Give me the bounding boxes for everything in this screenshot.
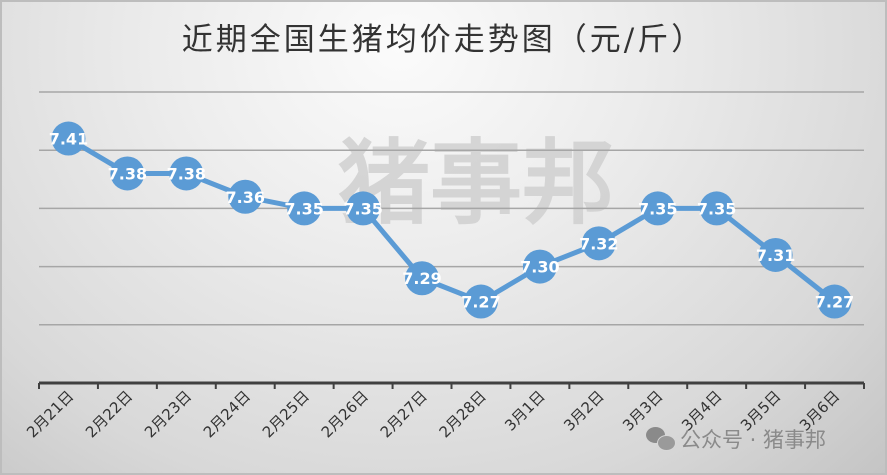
data-point: 7.29 — [402, 261, 442, 296]
marker-circle — [228, 179, 263, 214]
data-label: 7.36 — [226, 188, 265, 207]
data-point: 7.35 — [638, 191, 677, 226]
data-label: 7.35 — [638, 199, 677, 218]
data-point: 7.27 — [461, 284, 501, 319]
marker-circle — [287, 191, 322, 226]
x-tick-label: 2月23日 — [141, 387, 195, 441]
data-point: 7.35 — [284, 191, 324, 226]
data-label: 7.31 — [756, 246, 795, 265]
watermark: 猪事邦 — [338, 130, 614, 237]
chart-title: 近期全国生猪均价走势图（元/斤） — [181, 22, 706, 58]
data-point: 7.32 — [579, 226, 619, 261]
x-tick-label: 2月27日 — [377, 387, 431, 441]
x-tick-label: 2月28日 — [436, 387, 490, 441]
x-tick-label: 2月25日 — [259, 387, 313, 441]
footer-attribution: 公众号 · 猪事邦 — [646, 424, 826, 454]
data-label: 7.32 — [579, 234, 618, 253]
data-label: 7.30 — [520, 258, 559, 277]
data-point: 7.38 — [167, 156, 206, 191]
marker-circle — [169, 156, 204, 191]
marker-circle — [640, 191, 675, 226]
x-tick-label: 3月2日 — [560, 387, 607, 434]
data-point: 7.36 — [226, 179, 265, 214]
marker-circle — [699, 191, 734, 226]
x-tick-label: 2月24日 — [200, 387, 254, 441]
marker-circle — [346, 191, 381, 226]
data-point: 7.41 — [49, 121, 88, 156]
data-label: 7.35 — [697, 199, 736, 218]
data-label: 7.27 — [461, 293, 500, 312]
data-label: 7.27 — [815, 293, 854, 312]
x-tick-label: 3月1日 — [501, 387, 548, 434]
marker-circle — [522, 249, 557, 284]
marker-circle — [110, 156, 145, 191]
marker-circle — [817, 284, 852, 319]
data-point: 7.35 — [343, 191, 383, 226]
x-tick-label: 2月21日 — [23, 387, 77, 441]
marker-circle — [463, 284, 498, 319]
data-label: 7.35 — [343, 199, 382, 218]
data-label: 7.29 — [402, 269, 441, 288]
data-point: 7.30 — [520, 249, 560, 284]
data-point: 7.35 — [697, 191, 736, 226]
data-point: 7.31 — [756, 237, 795, 272]
data-label: 7.35 — [284, 199, 323, 218]
x-tick-label: 2月26日 — [318, 387, 372, 441]
marker-circle — [405, 261, 440, 296]
marker-circle — [51, 121, 86, 156]
data-point: 7.27 — [815, 284, 854, 319]
marker-circle — [758, 237, 793, 272]
data-point: 7.38 — [108, 156, 147, 191]
data-label: 7.38 — [167, 164, 206, 183]
wechat-icon — [646, 427, 676, 451]
x-tick-label: 2月22日 — [82, 387, 136, 441]
data-label: 7.41 — [49, 130, 88, 149]
data-label: 7.38 — [108, 164, 147, 183]
footer-text: 公众号 · 猪事邦 — [680, 428, 827, 452]
marker-circle — [581, 226, 616, 261]
